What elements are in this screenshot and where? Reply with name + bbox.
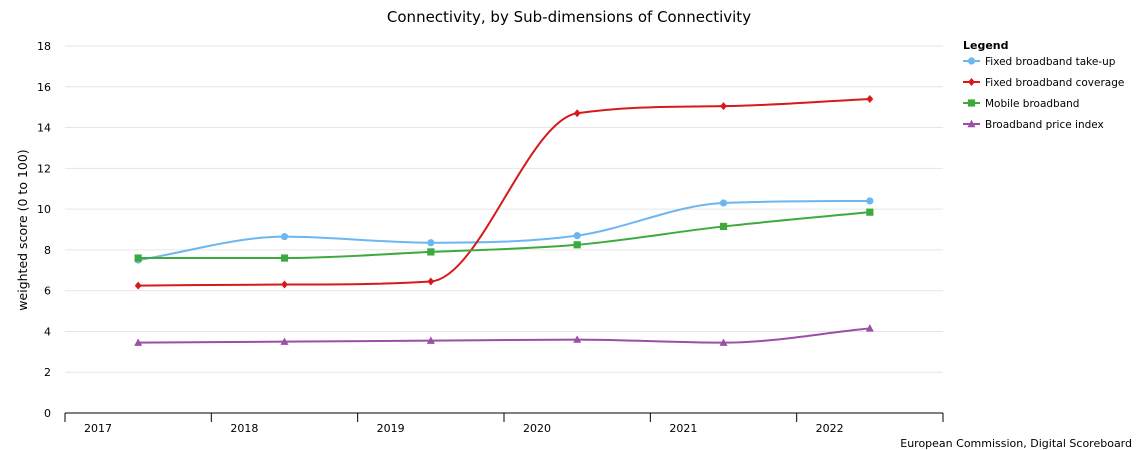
legend-label: Fixed broadband coverage [985, 77, 1124, 89]
data-point[interactable] [573, 241, 581, 249]
legend-title: Legend [963, 39, 1009, 52]
y-tick-label: 6 [44, 285, 51, 298]
chart-title: Connectivity, by Sub-dimensions of Conne… [387, 8, 751, 26]
series-fixed-broadband-take-up [134, 197, 874, 264]
series-mobile-broadband [134, 208, 874, 262]
y-axis-label: weighted score (0 to 100) [15, 149, 30, 310]
x-axis [64, 412, 944, 422]
series-line [138, 211, 870, 260]
data-point[interactable] [280, 233, 289, 241]
y-tick-label: 12 [37, 162, 51, 175]
legend-label: Fixed broadband take-up [985, 56, 1116, 68]
y-tick-label: 0 [44, 407, 51, 420]
data-point[interactable] [719, 199, 728, 207]
y-tick-labels: 0 2 4 6 8 10 12 14 16 18 [37, 40, 51, 420]
data-point[interactable] [427, 239, 435, 247]
data-point[interactable] [134, 338, 143, 346]
series-line [138, 98, 870, 287]
y-tick-label: 8 [44, 244, 51, 257]
data-point[interactable] [866, 197, 874, 205]
series-line [138, 327, 870, 344]
x-tick-label: 2020 [523, 422, 551, 435]
series-broadband-price-index [134, 324, 874, 346]
y-tick-label: 16 [37, 81, 51, 94]
source-credit: European Commission, Digital Scoreboard [900, 437, 1132, 450]
legend-item[interactable]: Mobile broadband [963, 98, 1079, 110]
series-fixed-broadband-coverage [134, 95, 874, 290]
legend: Legend Fixed broadband take-up Fixed broa… [963, 39, 1124, 131]
y-tick-label: 4 [44, 325, 51, 338]
x-tick-labels: 2017 2018 2019 2020 2021 2022 [84, 422, 844, 435]
data-point[interactable] [866, 95, 874, 104]
legend-item[interactable]: Fixed broadband take-up [963, 56, 1116, 68]
legend-label: Mobile broadband [985, 98, 1079, 110]
x-tick-label: 2017 [84, 422, 112, 435]
x-tick-label: 2021 [669, 422, 697, 435]
x-tick-label: 2022 [816, 422, 844, 435]
legend-item[interactable]: Fixed broadband coverage [963, 77, 1124, 89]
data-point[interactable] [427, 277, 435, 286]
y-tick-label: 14 [37, 122, 51, 135]
legend-item[interactable]: Broadband price index [963, 119, 1104, 131]
data-point[interactable] [573, 109, 581, 118]
data-point[interactable] [719, 222, 728, 231]
data-point[interactable] [573, 335, 582, 343]
data-point[interactable] [426, 336, 435, 344]
data-point[interactable] [281, 280, 288, 289]
x-tick-label: 2019 [377, 422, 405, 435]
data-point[interactable] [719, 338, 728, 346]
x-tick-label: 2018 [230, 422, 258, 435]
data-point[interactable] [573, 232, 581, 240]
data-point[interactable] [280, 254, 289, 262]
data-point[interactable] [865, 324, 874, 332]
series-line [138, 199, 870, 262]
legend-marker[interactable] [967, 99, 976, 107]
legend-marker[interactable] [967, 57, 976, 65]
legend-marker[interactable] [968, 78, 975, 86]
data-point[interactable] [427, 248, 435, 256]
data-point[interactable] [866, 208, 874, 216]
y-tick-label: 18 [37, 40, 51, 53]
series-lines [134, 95, 874, 346]
legend-label: Broadband price index [985, 119, 1104, 131]
y-tick-label: 2 [44, 366, 51, 379]
data-point[interactable] [280, 337, 289, 345]
y-tick-label: 10 [37, 203, 51, 216]
data-point[interactable] [134, 254, 142, 262]
data-point[interactable] [134, 281, 142, 290]
data-point[interactable] [720, 102, 727, 111]
legend-marker[interactable] [967, 119, 976, 128]
gridlines [65, 45, 943, 373]
